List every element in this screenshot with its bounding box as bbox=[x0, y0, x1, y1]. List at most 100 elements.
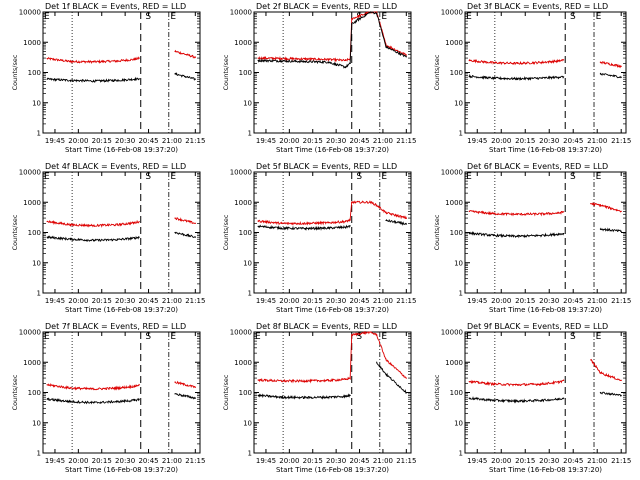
event-annotation: E bbox=[596, 12, 602, 22]
x-tick-label: 20:15 bbox=[92, 137, 112, 145]
chart-title: Det 9f BLACK = Events, RED = LLD bbox=[467, 322, 608, 331]
data-point bbox=[327, 379, 329, 382]
y-tick-label: 1 bbox=[459, 130, 463, 138]
data-point bbox=[492, 77, 494, 79]
events-series-line bbox=[468, 227, 622, 239]
x-tick-label: 21:00 bbox=[162, 297, 182, 305]
data-point bbox=[93, 239, 95, 241]
lld-series-line bbox=[46, 217, 196, 228]
event-annotation: S bbox=[570, 172, 576, 182]
plot-frame bbox=[253, 171, 412, 294]
x-tick-label: 20:00 bbox=[491, 297, 511, 305]
data-point bbox=[93, 61, 95, 63]
data-point bbox=[558, 212, 560, 214]
y-axis-label: Counts/sec bbox=[222, 214, 230, 250]
x-tick-label: 21:00 bbox=[587, 457, 607, 465]
event-annotation: S bbox=[356, 172, 362, 182]
data-point bbox=[194, 397, 196, 399]
lld-series-line bbox=[257, 330, 407, 384]
data-point bbox=[280, 222, 283, 224]
data-point bbox=[351, 18, 353, 20]
data-point bbox=[620, 65, 622, 67]
y-tick-label: 1 bbox=[37, 290, 41, 298]
data-point bbox=[492, 234, 494, 237]
chart-panel-5: Det 5f BLACK = Events, RED = LLD 1 10 100 10… bbox=[222, 162, 416, 314]
data-point bbox=[133, 78, 136, 80]
x-tick-label: 20:45 bbox=[138, 457, 158, 465]
x-tick-label: 20:00 bbox=[491, 457, 511, 465]
data-point bbox=[599, 61, 602, 63]
y-tick-label: 10000 bbox=[230, 9, 252, 17]
data-point bbox=[93, 402, 95, 404]
x-tick-label: 20:45 bbox=[138, 137, 158, 145]
events-series-line bbox=[257, 11, 407, 69]
event-annotation: E bbox=[255, 332, 261, 342]
x-tick-label: 20:00 bbox=[68, 137, 88, 145]
x-tick-label: 21:15 bbox=[185, 297, 205, 305]
plot-frame bbox=[253, 331, 412, 454]
y-tick-label: 1000 bbox=[234, 199, 252, 207]
data-point bbox=[257, 225, 259, 227]
events-series-line bbox=[46, 231, 196, 243]
y-tick-label: 10 bbox=[454, 419, 463, 427]
y-tick-label: 1 bbox=[37, 130, 41, 138]
data-point bbox=[93, 388, 95, 390]
y-axis-label: Counts/sec bbox=[11, 54, 19, 90]
x-tick-label: 20:30 bbox=[326, 457, 346, 465]
chart-title: Det 4f BLACK = Events, RED = LLD bbox=[45, 162, 186, 171]
event-annotation: E bbox=[381, 332, 387, 342]
x-tick-label: 20:15 bbox=[303, 457, 323, 465]
x-axis-label: Start Time (16-Feb-08 19:37:20) bbox=[489, 306, 602, 314]
y-tick-label: 10 bbox=[243, 99, 252, 107]
x-axis-label: Start Time (16-Feb-08 19:37:20) bbox=[276, 146, 389, 154]
data-point bbox=[304, 222, 306, 224]
x-tick-label: 20:30 bbox=[539, 297, 559, 305]
data-point bbox=[116, 60, 118, 62]
x-tick-label: 20:30 bbox=[115, 457, 135, 465]
y-tick-label: 10000 bbox=[230, 169, 252, 177]
data-point bbox=[194, 236, 196, 238]
event-annotation: E bbox=[170, 172, 176, 182]
data-point bbox=[116, 387, 118, 389]
data-point bbox=[69, 238, 72, 240]
data-point bbox=[516, 400, 518, 402]
y-tick-label: 10000 bbox=[230, 329, 252, 337]
data-point bbox=[257, 394, 259, 397]
data-point bbox=[194, 386, 196, 388]
y-tick-label: 100 bbox=[28, 69, 41, 77]
y-tick-label: 10000 bbox=[441, 329, 463, 337]
data-point bbox=[385, 46, 387, 48]
x-tick-label: 21:00 bbox=[587, 297, 607, 305]
data-point bbox=[93, 80, 95, 82]
data-point bbox=[133, 399, 136, 401]
x-tick-label: 20:00 bbox=[491, 137, 511, 145]
y-tick-label: 10000 bbox=[441, 9, 463, 17]
y-tick-label: 1000 bbox=[23, 39, 41, 47]
x-axis-label: Start Time (16-Feb-08 19:37:20) bbox=[489, 146, 602, 154]
data-point bbox=[516, 235, 518, 237]
data-point bbox=[468, 210, 470, 212]
chart-title: Det 7f BLACK = Events, RED = LLD bbox=[45, 322, 186, 331]
data-point bbox=[174, 231, 176, 234]
x-axis-label: Start Time (16-Feb-08 19:37:20) bbox=[489, 466, 602, 474]
plot-frame bbox=[464, 171, 627, 294]
data-point bbox=[69, 401, 72, 403]
data-point bbox=[385, 212, 387, 214]
x-tick-label: 21:15 bbox=[396, 457, 416, 465]
y-tick-label: 100 bbox=[239, 69, 252, 77]
x-tick-label: 20:45 bbox=[349, 297, 369, 305]
x-tick-label: 20:00 bbox=[68, 457, 88, 465]
data-point bbox=[46, 398, 48, 400]
data-point bbox=[174, 381, 176, 383]
data-point bbox=[46, 236, 48, 238]
data-point bbox=[516, 78, 518, 80]
event-annotation: E bbox=[466, 332, 472, 342]
y-axis-label: Counts/sec bbox=[11, 214, 19, 250]
data-point bbox=[540, 77, 542, 79]
data-point bbox=[69, 224, 72, 226]
data-point bbox=[563, 76, 565, 78]
data-point bbox=[590, 359, 592, 361]
events-series-line bbox=[46, 72, 196, 83]
data-point bbox=[257, 59, 259, 62]
